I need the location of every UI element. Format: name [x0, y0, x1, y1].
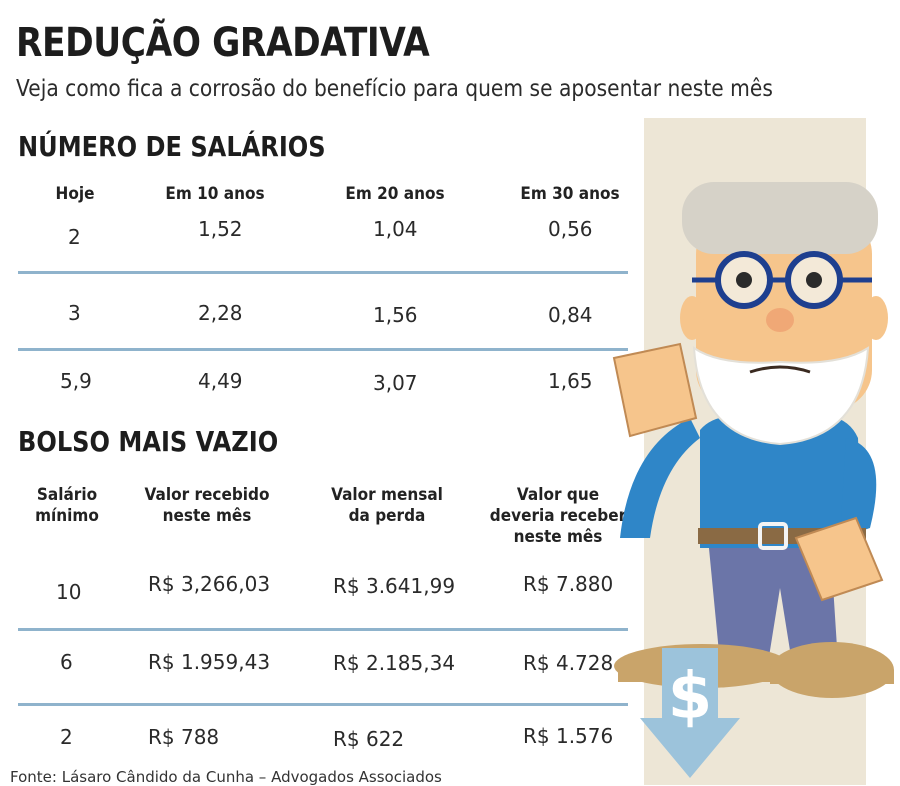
row-divider [18, 703, 628, 706]
table-cell: 1,65 [548, 369, 593, 393]
column-header-20-anos: Em 20 anos [345, 184, 445, 204]
table-cell: 5,9 [60, 369, 92, 393]
table-cell: 0,56 [548, 217, 593, 241]
table-cell: 0,84 [548, 303, 593, 327]
page-subtitle: Veja como fica a corrosão do benefício p… [16, 76, 773, 102]
table-cell: R$ 1.959,43 [148, 650, 271, 674]
section-title-salaries: NÚMERO DE SALÁRIOS [18, 130, 326, 163]
column-header-hoje: Hoje [55, 184, 95, 204]
table-cell: 3,07 [373, 371, 418, 395]
table-cell: R$ 2.185,34 [333, 651, 456, 675]
table-cell: R$ 788 [148, 725, 220, 749]
hair [682, 182, 878, 254]
table-cell: 6 [60, 650, 73, 674]
belt-buckle [758, 522, 788, 550]
table-cell: 1,56 [373, 303, 418, 327]
row-divider [18, 628, 628, 631]
column-header-salario-minimo: Salário mínimo [35, 485, 99, 526]
column-header-valor-deveria: Valor que deveria receber neste mês [489, 485, 627, 547]
right-arm [840, 438, 877, 538]
section-title-bolso: BOLSO MAIS VAZIO [18, 425, 279, 458]
table-cell: 4,49 [198, 369, 243, 393]
nose [766, 308, 794, 332]
falling-arrow-icon [640, 648, 740, 778]
left-arm [620, 418, 700, 538]
beard [692, 345, 870, 446]
table-cell: R$ 7.880 [523, 572, 614, 596]
pants [708, 538, 838, 663]
column-header-30-anos: Em 30 anos [520, 184, 620, 204]
left-fist [612, 342, 698, 438]
row-divider [18, 348, 628, 351]
column-header-valor-recebido: Valor recebido neste mês [144, 485, 270, 526]
shirt [700, 416, 862, 548]
source-credit: Fonte: Lásaro Cândido da Cunha – Advogad… [10, 768, 442, 786]
column-header-10-anos: Em 10 anos [165, 184, 265, 204]
table-cell: 2,28 [198, 301, 243, 325]
table-cell: R$ 1.576 [523, 724, 614, 748]
table-cell: 2 [60, 725, 73, 749]
table-cell: R$ 3.641,99 [333, 574, 456, 598]
row-divider [18, 271, 628, 274]
column-header-valor-perda: Valor mensal da perda [331, 485, 443, 526]
table-cell: 10 [56, 580, 82, 604]
table-cell: R$ 4.728 [523, 651, 614, 675]
mouth [749, 365, 811, 374]
table-cell: 1,04 [373, 217, 418, 241]
table-cell: R$ 3,266,03 [148, 572, 271, 596]
table-cell: R$ 622 [333, 727, 405, 751]
right-fist [794, 516, 884, 602]
dollar-sign-icon: $ [668, 660, 713, 734]
retiree-illustration: $ [612, 118, 894, 785]
table-cell: 1,52 [198, 217, 243, 241]
page-title: REDUÇÃO GRADATIVA [16, 20, 430, 66]
table-cell: 3 [68, 301, 81, 325]
table-cell: 2 [68, 225, 81, 249]
